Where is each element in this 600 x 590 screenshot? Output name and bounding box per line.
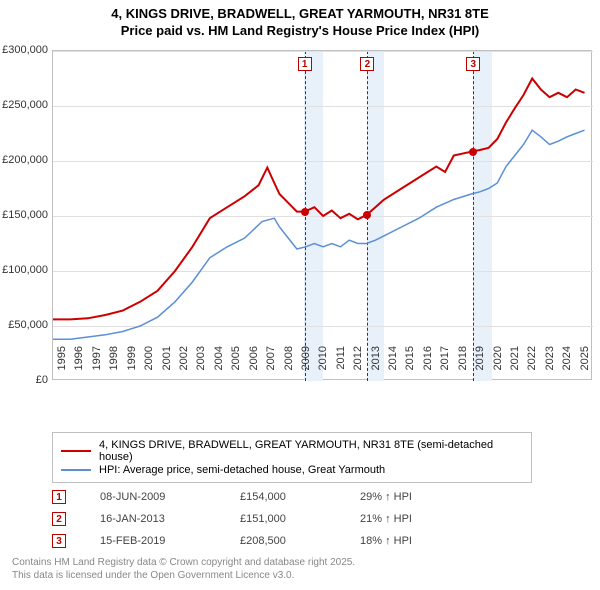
x-axis-label: 2014 (387, 346, 399, 386)
x-axis-label: 2020 (492, 346, 504, 386)
y-axis-label: £0 (0, 374, 48, 386)
x-axis-label: 1998 (108, 346, 120, 386)
sales-row-price: £151,000 (240, 513, 360, 525)
sale-marker-2: 2 (360, 57, 374, 71)
legend-swatch-1 (61, 450, 91, 452)
sales-table: 1 08-JUN-2009£154,00029% ↑ HPI 2 16-JAN-201… (52, 486, 412, 552)
sales-row-marker: 2 (52, 512, 66, 526)
legend-item-1: 4, KINGS DRIVE, BRADWELL, GREAT YARMOUTH… (61, 439, 523, 463)
legend-label-2: HPI: Average price, semi-detached house,… (99, 464, 385, 476)
x-axis-label: 2013 (370, 346, 382, 386)
x-axis-label: 2006 (248, 346, 260, 386)
chart-title-line2: Price paid vs. HM Land Registry's House … (0, 23, 600, 38)
x-axis-label: 2003 (195, 346, 207, 386)
sales-row: 1 08-JUN-2009£154,00029% ↑ HPI (52, 486, 412, 508)
chart-title-line1: 4, KINGS DRIVE, BRADWELL, GREAT YARMOUTH… (0, 0, 600, 23)
x-axis-label: 2007 (265, 346, 277, 386)
x-axis-label: 2015 (404, 346, 416, 386)
x-axis-label: 2018 (457, 346, 469, 386)
sales-row-date: 08-JUN-2009 (100, 491, 240, 503)
sale-point (469, 148, 477, 156)
x-axis-label: 2019 (474, 346, 486, 386)
line-plot (53, 51, 593, 381)
x-axis-label: 2021 (509, 346, 521, 386)
chart-area: 123 £0£50,000£100,000£150,000£200,000£25… (52, 50, 592, 420)
x-axis-label: 2010 (317, 346, 329, 386)
hpi-line (53, 130, 585, 339)
sales-row-price: £208,500 (240, 535, 360, 547)
footer-attribution: Contains HM Land Registry data © Crown c… (12, 556, 355, 582)
sale-point (363, 211, 371, 219)
sales-row-marker: 1 (52, 490, 66, 504)
sales-row: 2 16-JAN-2013£151,00021% ↑ HPI (52, 508, 412, 530)
x-axis-label: 2005 (230, 346, 242, 386)
sales-row-date: 16-JAN-2013 (100, 513, 240, 525)
y-axis-label: £300,000 (0, 44, 48, 56)
legend: 4, KINGS DRIVE, BRADWELL, GREAT YARMOUTH… (52, 432, 532, 483)
legend-swatch-2 (61, 469, 91, 471)
x-axis-label: 2001 (161, 346, 173, 386)
x-axis-label: 2000 (143, 346, 155, 386)
x-axis-label: 1996 (73, 346, 85, 386)
sale-marker-1: 1 (298, 57, 312, 71)
y-axis-label: £50,000 (0, 319, 48, 331)
price-paid-line (53, 79, 585, 320)
x-axis-label: 2004 (213, 346, 225, 386)
sales-row-hpi: 18% ↑ HPI (360, 535, 412, 547)
y-axis-label: £200,000 (0, 154, 48, 166)
sales-row-date: 15-FEB-2019 (100, 535, 240, 547)
sales-row-price: £154,000 (240, 491, 360, 503)
x-axis-label: 2024 (561, 346, 573, 386)
sales-row-marker: 3 (52, 534, 66, 548)
x-axis-label: 2017 (439, 346, 451, 386)
x-axis-label: 1999 (126, 346, 138, 386)
x-axis-label: 2008 (283, 346, 295, 386)
x-axis-label: 2023 (544, 346, 556, 386)
legend-item-2: HPI: Average price, semi-detached house,… (61, 464, 523, 476)
footer-line1: Contains HM Land Registry data © Crown c… (12, 556, 355, 569)
chart-container: 4, KINGS DRIVE, BRADWELL, GREAT YARMOUTH… (0, 0, 600, 590)
x-axis-label: 2025 (579, 346, 591, 386)
x-axis-label: 2022 (526, 346, 538, 386)
x-axis-label: 1995 (56, 346, 68, 386)
sales-row-hpi: 29% ↑ HPI (360, 491, 412, 503)
x-axis-label: 1997 (91, 346, 103, 386)
x-axis-label: 2002 (178, 346, 190, 386)
plot-background: 1 2 3 (52, 50, 592, 380)
x-axis-label: 2016 (422, 346, 434, 386)
sale-marker-3: 3 (466, 57, 480, 71)
y-axis-label: £250,000 (0, 99, 48, 111)
sales-row: 3 15-FEB-2019£208,50018% ↑ HPI (52, 530, 412, 552)
sales-row-hpi: 21% ↑ HPI (360, 513, 412, 525)
x-axis-label: 2009 (300, 346, 312, 386)
y-axis-label: £100,000 (0, 264, 48, 276)
sale-point (301, 208, 309, 216)
legend-label-1: 4, KINGS DRIVE, BRADWELL, GREAT YARMOUTH… (99, 439, 523, 463)
x-axis-label: 2011 (335, 346, 347, 386)
x-axis-label: 2012 (352, 346, 364, 386)
footer-line2: This data is licensed under the Open Gov… (12, 569, 355, 582)
y-axis-label: £150,000 (0, 209, 48, 221)
